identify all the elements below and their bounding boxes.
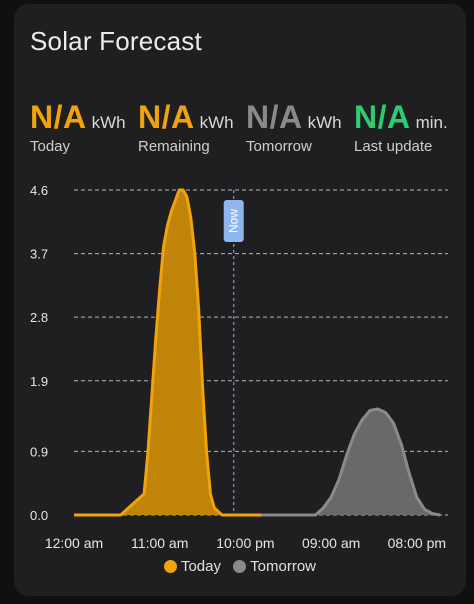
chart-series <box>74 188 441 517</box>
now-badge <box>223 200 244 242</box>
x-tick-label: 08:00 pm <box>388 535 446 551</box>
legend-item-tomorrow[interactable]: Tomorrow <box>233 558 316 575</box>
y-tick-label: 0.9 <box>30 444 48 459</box>
stat-tomorrow-value: N/A <box>246 99 303 135</box>
stat-last-update-label: Last update <box>354 138 433 155</box>
stat-last-update-value: N/A <box>354 99 411 135</box>
series-line-tomorrow <box>261 407 441 517</box>
legend-dot-today <box>163 560 177 573</box>
y-tick-label: 3.7 <box>30 247 48 262</box>
stat-tomorrow-label: Tomorrow <box>246 138 312 155</box>
chart-tick-labels: 0.0 0.9 1.9 2.8 3.7 4.6 12:00 am 11:00 am 10:00 … <box>30 183 446 551</box>
solar-forecast-card: Solar Forecast N/A kWh Today N/A kWh Remai… <box>14 4 466 596</box>
series-area-today <box>74 190 261 515</box>
stat-remaining-unit: kWh <box>199 113 234 132</box>
series-area-tomorrow <box>261 409 441 515</box>
stat-remaining-value: N/A <box>138 99 195 135</box>
stat-tomorrow-unit: kWh <box>307 113 342 132</box>
stat-last-update-unit: min. <box>415 113 448 132</box>
stat-remaining-label: Remaining <box>138 138 210 155</box>
legend-label-tomorrow: Tomorrow <box>250 558 317 575</box>
stat-today-unit: kWh <box>91 113 126 132</box>
now-marker: Now <box>223 190 244 515</box>
now-label: Now <box>227 209 241 233</box>
y-tick-label: 0.0 <box>30 508 48 523</box>
x-tick-label: 12:00 am <box>45 535 103 551</box>
stat-last-update[interactable]: N/A min. Last update <box>354 99 448 155</box>
legend-item-today[interactable]: Today <box>163 558 221 575</box>
x-tick-label: 09:00 am <box>302 535 360 551</box>
stat-today[interactable]: N/A kWh Today <box>30 99 126 155</box>
stat-remaining[interactable]: N/A kWh Remaining <box>138 99 234 155</box>
y-tick-label: 1.9 <box>30 374 48 389</box>
x-tick-label: 11:00 am <box>131 535 188 551</box>
x-tick-label: 10:00 pm <box>216 535 274 551</box>
card-title: Solar Forecast <box>30 26 202 56</box>
stat-today-label: Today <box>30 138 71 155</box>
forecast-chart[interactable]: Now 0.0 0.9 1.9 2.8 3.7 4.6 12:00 am 11:00 am 10… <box>14 4 466 556</box>
stat-tomorrow[interactable]: N/A kWh Tomorrow <box>246 99 342 155</box>
legend-dot-tomorrow <box>233 560 247 573</box>
chart-legend: Today Tomorrow <box>14 558 466 575</box>
legend-label-today: Today <box>180 558 221 575</box>
y-tick-label: 2.8 <box>30 310 48 325</box>
stat-today-value: N/A <box>30 99 87 135</box>
y-tick-label: 4.6 <box>30 183 48 198</box>
series-line-today <box>74 188 261 517</box>
